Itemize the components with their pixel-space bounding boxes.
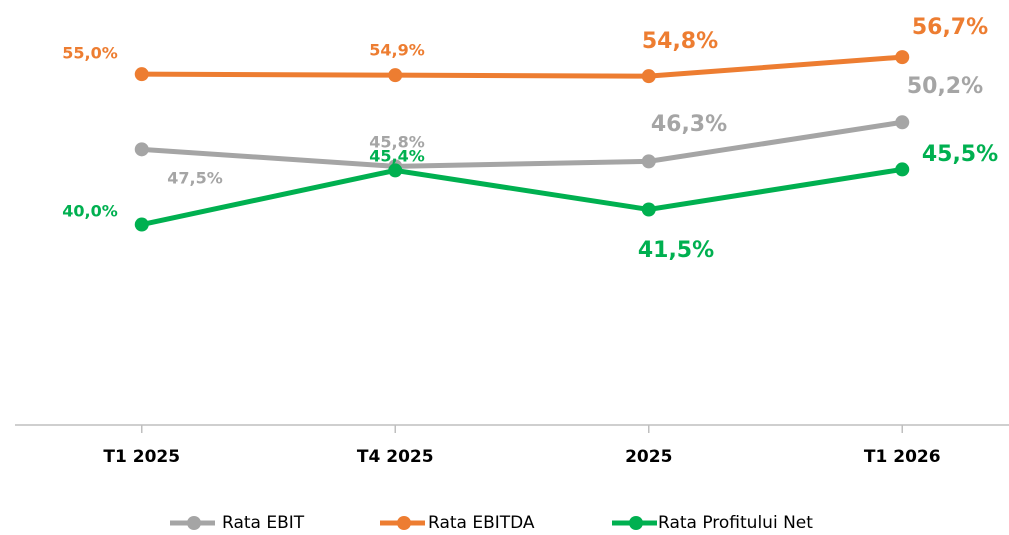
- data-label: 55,0%: [62, 44, 118, 63]
- x-tick-label: T1 2025: [103, 447, 180, 467]
- x-tick-label: T4 2025: [357, 447, 434, 467]
- data-label: 54,8%: [642, 29, 718, 54]
- series-line: [141, 54, 903, 79]
- data-point: [134, 67, 149, 82]
- legend-label: Rata EBITDA: [428, 513, 535, 533]
- data-label: 47,5%: [167, 169, 223, 188]
- series-line: [141, 119, 903, 169]
- data-point: [388, 163, 403, 178]
- data-label: 45,8%: [369, 133, 425, 152]
- data-point: [895, 50, 910, 65]
- data-point: [134, 142, 149, 157]
- legend-marker: [187, 516, 201, 530]
- data-label: 56,7%: [912, 15, 988, 40]
- data-label: 41,5%: [638, 238, 714, 263]
- data-label: 45,5%: [922, 142, 998, 167]
- data-point: [895, 115, 910, 130]
- legend-marker: [629, 516, 643, 530]
- data-point: [134, 217, 149, 232]
- data-label: 50,2%: [907, 74, 983, 99]
- data-point: [641, 69, 656, 84]
- x-tick-label: 2025: [625, 447, 672, 467]
- data-label: 45,4%: [369, 147, 425, 166]
- legend-label: Rata EBIT: [222, 513, 305, 533]
- data-label: 54,9%: [369, 41, 425, 60]
- data-point: [641, 154, 656, 169]
- legend-label: Rata Profitului Net: [658, 513, 813, 533]
- data-label: 40,0%: [62, 202, 118, 221]
- data-label: 46,3%: [651, 112, 727, 137]
- x-tick-label: T1 2026: [864, 447, 941, 467]
- legend-marker: [397, 516, 411, 530]
- data-point: [641, 202, 656, 217]
- series-line: [141, 166, 903, 227]
- data-point: [388, 68, 403, 83]
- data-point: [895, 162, 910, 177]
